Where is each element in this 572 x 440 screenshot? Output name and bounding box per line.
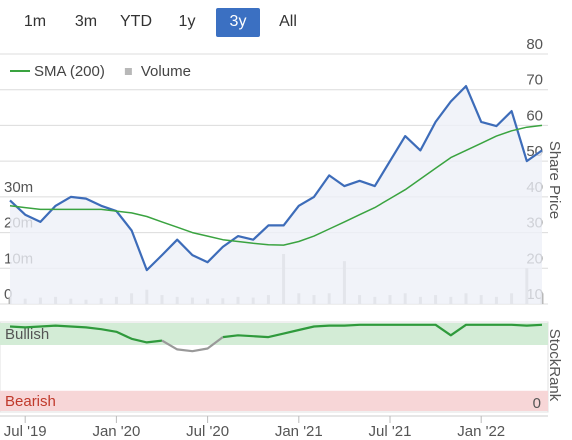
line xyxy=(9,124,543,246)
band-label: Bullish xyxy=(5,326,49,343)
y-tick-label: 80 xyxy=(526,36,543,53)
range-button[interactable]: 1m xyxy=(24,13,46,30)
rank-tick-label: 0 xyxy=(533,395,541,412)
range-button[interactable]: 3m xyxy=(75,13,97,30)
y2-tick-label: 30m xyxy=(4,179,33,196)
line xyxy=(161,336,224,353)
line xyxy=(9,323,543,344)
x-tick-label: Jan '20 xyxy=(92,423,140,440)
y-tick-label: 60 xyxy=(526,107,543,124)
band-label: Bearish xyxy=(5,393,56,410)
range-button[interactable]: YTD xyxy=(120,13,152,30)
y-axis-title: Share Price xyxy=(546,141,563,219)
range-button-bg xyxy=(216,8,260,37)
legend-label[interactable]: SMA (200) xyxy=(34,63,105,80)
y2-tick-label: 0 xyxy=(4,286,12,303)
rank-axis-title: StockRank xyxy=(546,329,563,402)
legend-label[interactable]: Volume xyxy=(141,63,191,80)
range-button[interactable]: 1y xyxy=(179,13,196,30)
x-tick-label: Jul '21 xyxy=(369,423,412,440)
y-tick-label: 70 xyxy=(526,72,543,89)
range-button[interactable]: 3y xyxy=(230,13,247,30)
x-tick-label: Jan '21 xyxy=(275,423,323,440)
x-tick-label: Jul '20 xyxy=(186,423,229,440)
range-button[interactable]: All xyxy=(279,13,297,30)
legend-swatch xyxy=(124,68,132,75)
x-tick-label: Jan '22 xyxy=(457,423,505,440)
band xyxy=(0,390,548,411)
x-tick-label: Jul '19 xyxy=(4,423,47,440)
line xyxy=(9,85,543,272)
